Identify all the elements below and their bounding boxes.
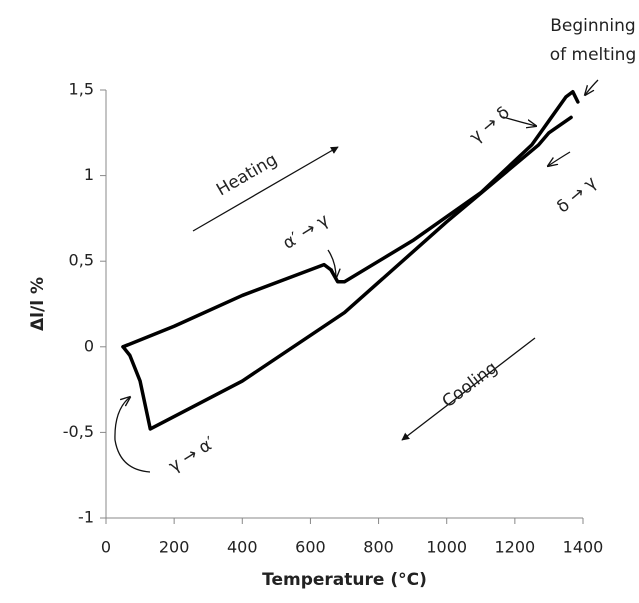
y-tick-label: 0,5 [69,251,94,270]
annotation: δ → γ [553,173,601,218]
y-axis-label: Δl/l % [28,277,48,331]
annotation: Cooling [439,358,502,412]
pointer [548,151,571,166]
arrows [114,79,599,473]
x-tick-label: 1400 [563,538,604,557]
y-tick-label: 1 [84,165,94,184]
cooling-arrow [401,337,536,441]
annotation: γ → δ [466,103,514,148]
y-tick-label: -1 [78,508,94,527]
annotation: γ → α′ [165,433,218,477]
x-tick-label: 800 [363,538,394,557]
annotation: α′ → γ [279,210,332,254]
x-tick-label: 200 [159,538,190,557]
pointer [585,79,599,95]
pointer [114,397,151,473]
x-tick-label: 400 [227,538,258,557]
annotation: of melting [550,45,637,65]
y-tick-label: 0 [84,336,94,355]
x-tick-label: 0 [101,538,111,557]
x-axis-label: Temperature (°C) [262,570,427,590]
annotation: Beginning [550,16,635,36]
heating-arrow [192,146,339,232]
y-tick-label: -0,5 [63,422,94,441]
x-tick-label: 600 [295,538,326,557]
data-line [121,89,580,349]
y-tick-label: 1,5 [69,80,94,99]
x-tick-label: 1200 [494,538,535,557]
pointer [502,116,536,126]
annotation: Heating [213,150,281,201]
x-tick-label: 1000 [426,538,467,557]
data-line [121,115,573,431]
